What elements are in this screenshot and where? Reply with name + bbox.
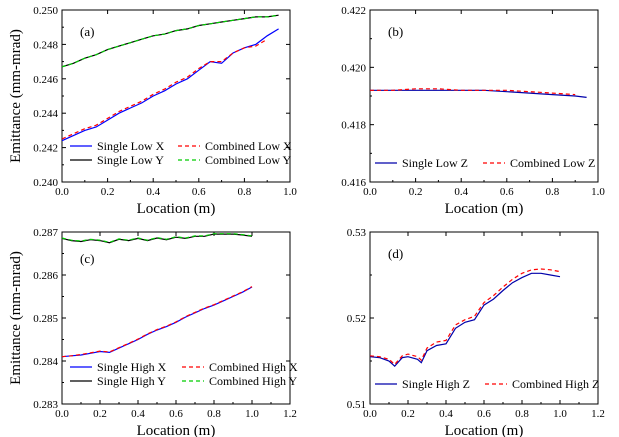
x-tick-label: 1.0	[283, 186, 297, 198]
x-tick-label: 0.2	[409, 186, 423, 198]
y-tick-label: 0.240	[33, 177, 58, 189]
x-tick-label: 0.6	[500, 186, 514, 198]
x-axis-label: Location (m)	[137, 201, 216, 217]
legend-entry: Single Low Z	[402, 156, 468, 170]
y-axis-label: Emittance (mm-mrad)	[8, 251, 24, 385]
y-tick-label: 0.418	[341, 120, 366, 132]
x-tick-label: 1.0	[591, 186, 605, 198]
x-axis-label: Location (m)	[445, 423, 524, 437]
x-tick-label: 0.2	[401, 408, 415, 420]
series-line-2	[62, 233, 253, 244]
legend-entry: Single Low X	[97, 139, 165, 153]
panel-label: (c)	[80, 251, 94, 266]
x-tick-label: 0.2	[101, 186, 115, 198]
x-tick-label: 0.2	[93, 408, 107, 420]
y-tick-label: 0.283	[33, 399, 58, 411]
y-tick-label: 0.250	[33, 5, 58, 17]
y-tick-label: 0.416	[341, 177, 366, 189]
legend-entry: Combined Low X	[205, 139, 292, 153]
series-line-2	[62, 14, 279, 68]
y-tick-label: 0.420	[341, 62, 366, 74]
x-tick-label: 1.2	[283, 408, 297, 420]
panel-label: (a)	[80, 24, 94, 39]
x-tick-label: 0.4	[454, 186, 468, 198]
chart-panel-2: 0.0 0.2 0.4 0.6 0.8 1.0 0.416 0.418 0.420 0.422 Lo…	[341, 5, 605, 217]
chart-panel-3: 0.0 0.2 0.4 0.6 0.8 1.0 1.2 0.283 0.284 0.285 0.28…	[8, 227, 298, 437]
legend-entry: Combined Low Z	[510, 156, 595, 170]
series-line-4	[62, 233, 253, 243]
series-line-1	[62, 28, 279, 142]
series-line-2	[370, 88, 576, 96]
x-tick-label: 0.4	[146, 186, 160, 198]
y-tick-label: 0.248	[33, 39, 58, 51]
series-line-4	[62, 14, 279, 68]
y-tick-label: 0.51	[347, 399, 366, 411]
x-axis-label: Location (m)	[445, 201, 524, 217]
series-line-3	[62, 38, 268, 140]
y-tick-label: 0.284	[33, 356, 58, 368]
legend-entry: Combined High Y	[209, 374, 298, 388]
chart-panel-1: 0.0 0.2 0.4 0.6 0.8 1.0 0.240 0.242 0.244 0.246 0.…	[8, 5, 297, 217]
x-axis-label: Location (m)	[137, 423, 216, 437]
legend-entry: Combined High Z	[512, 377, 599, 391]
y-tick-label: 0.246	[33, 74, 58, 86]
x-tick-label: 0.0	[55, 408, 69, 420]
panel-label: (b)	[388, 24, 403, 39]
legend-entry: Single High Y	[97, 374, 166, 388]
x-tick-label: 0.6	[169, 408, 183, 420]
chart-panel-4: 0.0 0.2 0.4 0.6 0.8 1.0 1.2 0.51 0.52 0.53 Locatio…	[347, 227, 605, 437]
series-line-1	[62, 286, 253, 358]
legend-entry: Combined High X	[209, 360, 298, 374]
x-tick-label: 1.0	[553, 408, 567, 420]
legend-entry: Single Low Y	[97, 153, 164, 167]
y-tick-label: 0.286	[33, 270, 58, 282]
legend-entry: Combined Low Y	[205, 153, 292, 167]
x-tick-label: 0.8	[207, 408, 221, 420]
series-line-1	[370, 89, 587, 98]
y-tick-label: 0.244	[33, 108, 58, 120]
x-tick-label: 0.0	[363, 186, 377, 198]
y-tick-label: 0.53	[347, 227, 367, 239]
x-tick-label: 0.6	[192, 186, 206, 198]
x-tick-label: 0.8	[515, 408, 529, 420]
series-line-2	[370, 268, 561, 366]
legend-entry: Single High Z	[402, 377, 470, 391]
y-axis-label: Emittance (mm-mrad)	[8, 29, 24, 163]
x-tick-label: 0.0	[363, 408, 377, 420]
x-tick-label: 0.8	[238, 186, 252, 198]
x-tick-label: 0.4	[131, 408, 145, 420]
x-tick-label: 0.8	[546, 186, 560, 198]
y-tick-label: 0.287	[33, 227, 58, 239]
legend-entry: Single High X	[97, 360, 167, 374]
y-tick-label: 0.285	[33, 313, 58, 325]
x-tick-label: 0.4	[439, 408, 453, 420]
panel-label: (d)	[388, 246, 403, 261]
x-tick-label: 1.2	[591, 408, 605, 420]
y-tick-label: 0.422	[341, 5, 366, 17]
x-tick-label: 1.0	[245, 408, 259, 420]
series-line-3	[62, 286, 253, 358]
y-tick-label: 0.52	[347, 313, 366, 325]
series-line-1	[370, 272, 561, 368]
x-tick-label: 0.6	[477, 408, 491, 420]
y-tick-label: 0.242	[33, 143, 58, 155]
x-tick-label: 0.0	[55, 186, 69, 198]
